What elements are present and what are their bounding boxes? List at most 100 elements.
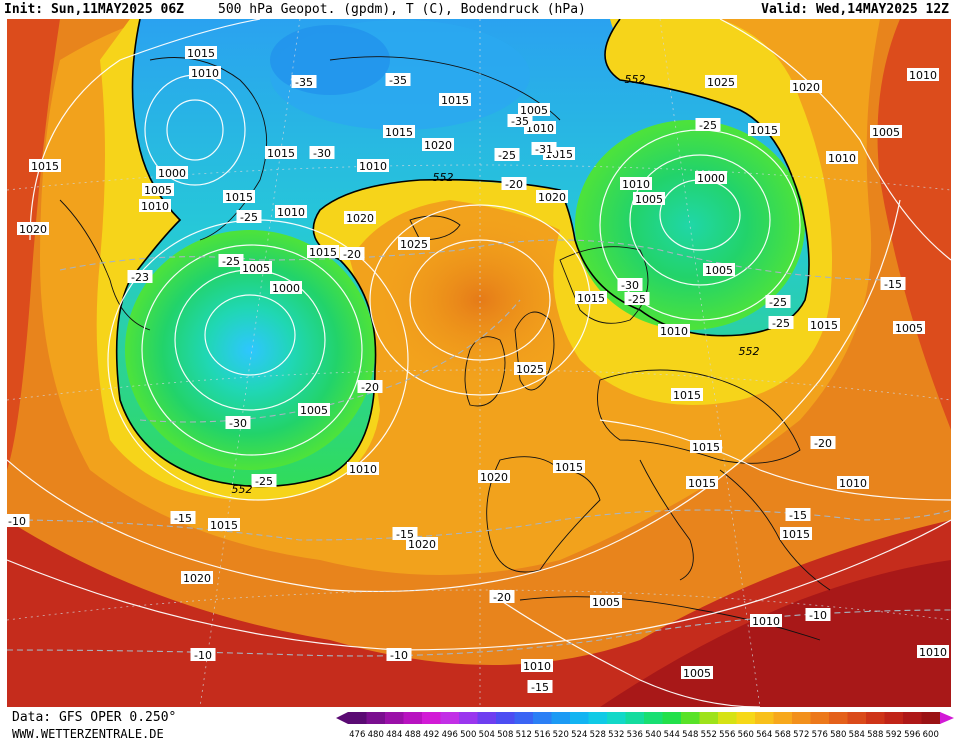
pressure-label-text: 1015 xyxy=(577,292,605,305)
temperature-label: -35 xyxy=(507,114,533,128)
temperature-label-text: -30 xyxy=(313,147,331,160)
pressure-label: 1015 xyxy=(208,518,240,532)
pressure-label-text: 1015 xyxy=(31,160,59,173)
pressure-label: 1015 xyxy=(29,159,61,173)
temperature-label: -30 xyxy=(309,146,335,160)
pressure-label-text: 1000 xyxy=(158,167,186,180)
map-title: 500 hPa Geopot. (gpdm), T (C), Bodendruc… xyxy=(218,2,586,17)
temperature-label: -30 xyxy=(225,416,251,430)
temperature-label-box xyxy=(170,511,196,524)
temperature-label: -25 xyxy=(494,148,520,162)
pressure-label-text: 1015 xyxy=(555,461,583,474)
pressure-label-box xyxy=(790,80,822,93)
pressure-label-box xyxy=(181,571,213,584)
temperature-label-text: -35 xyxy=(295,76,313,89)
pressure-label-text: 1010 xyxy=(622,178,650,191)
temperature-label-text: -20 xyxy=(814,437,832,450)
colorbar-tick-label: 556 xyxy=(719,730,735,740)
colorbar-tick-label: 524 xyxy=(571,730,587,740)
temperature-label: -25 xyxy=(236,210,262,224)
colorbar-tick-label: 520 xyxy=(553,730,569,740)
pressure-label-text: 1015 xyxy=(225,191,253,204)
pressure-label-text: 1005 xyxy=(872,126,900,139)
pressure-label: 1015 xyxy=(780,527,812,541)
colorbar-tick-label: 480 xyxy=(368,730,384,740)
temperature-label-text: -10 xyxy=(390,649,408,662)
temperature-label: -20 xyxy=(810,436,836,450)
pressure-label-box xyxy=(633,192,665,205)
pressure-label: 1005 xyxy=(870,125,902,139)
pressure-label-text: 1010 xyxy=(141,200,169,213)
pressure-label: 1000 xyxy=(156,166,188,180)
pressure-label-box xyxy=(156,166,188,179)
pressure-label-text: 1005 xyxy=(683,667,711,680)
temperature-label-text: -35 xyxy=(389,74,407,87)
temperature-label-box xyxy=(7,514,30,527)
pressure-label-box xyxy=(298,403,330,416)
temperature-label-box xyxy=(531,142,557,155)
temperature-label: -15 xyxy=(880,277,906,291)
pressure-label: 1010 xyxy=(275,205,307,219)
yellow-pocket-top xyxy=(610,19,720,65)
colorbar-tick-label: 496 xyxy=(442,730,458,740)
temperature-label-box xyxy=(357,380,383,393)
temperature-label-box xyxy=(527,680,553,693)
colorbar-tick-label: 540 xyxy=(645,730,661,740)
temperature-label: -25 xyxy=(765,295,791,309)
pressure-label-text: 1010 xyxy=(909,69,937,82)
colorbar-swatch xyxy=(607,712,626,724)
pressure-label-text: 1015 xyxy=(688,477,716,490)
pressure-label-text: 1015 xyxy=(750,124,778,137)
colorbar-swatch xyxy=(792,712,811,724)
website: WWW.WETTERZENTRALE.DE xyxy=(12,727,164,741)
colorbar-swatch xyxy=(422,712,441,724)
pressure-label-text: 1005 xyxy=(300,404,328,417)
pressure-label: 1015 xyxy=(383,125,415,139)
pressure-label-text: 1020 xyxy=(346,212,374,225)
colorbar-swatch xyxy=(644,712,663,724)
geopotential-labels: 552 552 552 552 xyxy=(232,73,760,496)
temperature-label-text: -10 xyxy=(8,515,26,528)
temperature-label-box xyxy=(785,508,811,521)
temperature-label-text: -20 xyxy=(493,591,511,604)
temperature-label-box xyxy=(501,177,527,190)
temperature-label-box xyxy=(489,590,515,603)
pressure-label-text: 1015 xyxy=(309,246,337,259)
pressure-label-box xyxy=(208,518,240,531)
temperature-label: -25 xyxy=(768,316,794,330)
pressure-label-box xyxy=(422,138,454,151)
temperature-label: -31 xyxy=(531,142,557,156)
pressure-label: 1010 xyxy=(837,476,869,490)
colorbar-tick-label: 548 xyxy=(682,730,698,740)
pressure-label-box xyxy=(536,190,568,203)
colorbar-tick-label: 476 xyxy=(349,730,365,740)
pressure-label-text: 1010 xyxy=(359,160,387,173)
geopotential-label-text: 552 xyxy=(433,171,454,184)
pressure-label-box xyxy=(189,66,221,79)
temperature-label-text: -15 xyxy=(396,528,414,541)
pressure-label: 1020 xyxy=(406,537,438,551)
pressure-label: 1010 xyxy=(658,324,690,338)
temperature-label-box xyxy=(225,416,251,429)
colorbar-swatch xyxy=(477,712,497,724)
temperature-label-box xyxy=(624,292,650,305)
pressure-label-box xyxy=(748,123,780,136)
pressure-label-text: 1010 xyxy=(526,122,554,135)
pressure-label: 1000 xyxy=(695,171,727,185)
colorbar-swatch xyxy=(496,712,515,724)
colorbar-swatch xyxy=(403,712,423,724)
temperature-label-box xyxy=(695,118,721,131)
pressure-label-text: 1015 xyxy=(441,94,469,107)
colorbar-tick-label: 564 xyxy=(756,730,772,740)
temperature-label-text: -10 xyxy=(809,609,827,622)
temperature-label-text: -20 xyxy=(505,178,523,191)
colorbar-tick-label: 528 xyxy=(590,730,606,740)
pressure-label-text: 1020 xyxy=(424,139,452,152)
temperature-label: -10 xyxy=(386,648,412,662)
pressure-label-box xyxy=(514,362,546,375)
pressure-label: 1005 xyxy=(681,666,713,680)
geopotential-label: 552 xyxy=(625,73,646,86)
temperature-label-box xyxy=(218,254,244,267)
high-pressure-core xyxy=(370,210,590,390)
pressure-label-box xyxy=(837,476,869,489)
